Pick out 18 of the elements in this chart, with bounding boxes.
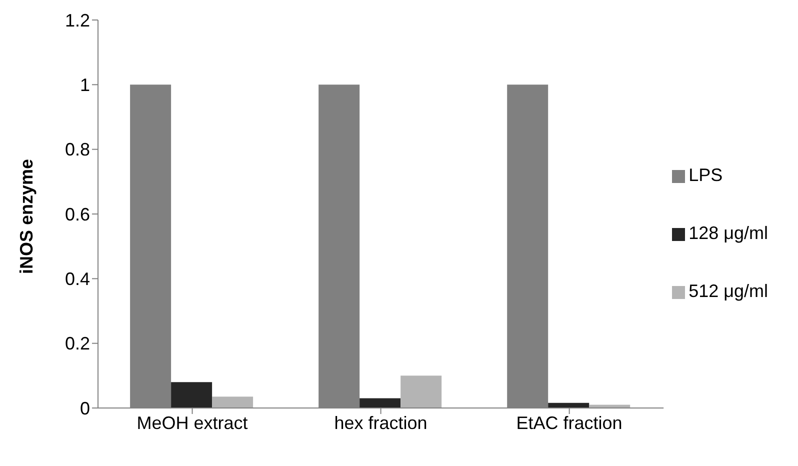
y-axis-title: iNOS enzyme	[16, 158, 36, 274]
bar	[212, 396, 254, 408]
bar	[360, 398, 401, 408]
bar	[400, 376, 442, 408]
y-tick-label: 1.2	[64, 10, 90, 30]
y-tick-label: 0.4	[64, 269, 90, 290]
y-tick-label: 1	[80, 75, 90, 96]
x-tick-label: MeOH extract	[136, 412, 248, 433]
y-tick-label: 0.2	[64, 334, 90, 354]
x-tick-label: EtAC fraction	[516, 412, 622, 433]
x-tick-label: hex fraction	[334, 412, 428, 433]
y-tick-label: 0.6	[64, 204, 90, 224]
y-tick-label: 0	[80, 398, 90, 418]
bar	[171, 382, 212, 408]
legend-label: LPS	[688, 165, 723, 185]
legend-label: 512 μg/ml	[688, 281, 768, 301]
y-tick-label: 0.8	[64, 140, 90, 160]
legend-label: 128 μg/ml	[688, 223, 768, 243]
